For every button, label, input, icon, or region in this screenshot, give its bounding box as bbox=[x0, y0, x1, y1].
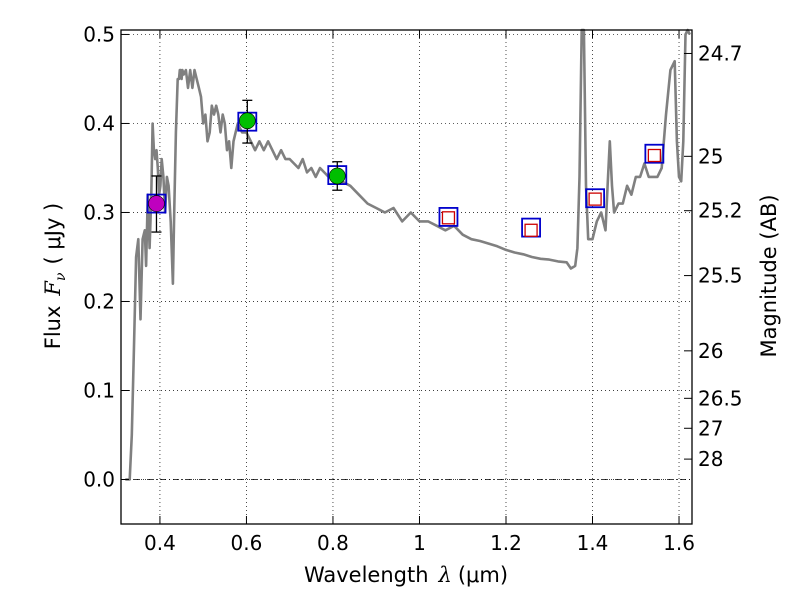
red-square-marker bbox=[588, 192, 602, 206]
x-tick-label: 1.4 bbox=[577, 531, 609, 555]
y-tick-label: 0.5 bbox=[83, 22, 115, 46]
red-square-marker bbox=[524, 223, 538, 237]
plot-frame bbox=[120, 29, 693, 525]
y-axis-label: FluxFν( μJy ) bbox=[41, 203, 69, 349]
y2-tick-label: 25 bbox=[698, 144, 723, 168]
red-square-marker bbox=[647, 148, 662, 163]
y2-tick-label: 26.5 bbox=[698, 386, 743, 410]
x-tick-label: 1.2 bbox=[490, 531, 522, 555]
x-tick-label: 1 bbox=[413, 531, 426, 555]
right-axis-label: Magnitude (AB) bbox=[757, 194, 781, 357]
model-spectrum-line bbox=[125, 28, 691, 481]
red-square-marker bbox=[441, 211, 456, 225]
observed-point bbox=[239, 112, 256, 130]
y2-tick-label: 28 bbox=[698, 447, 723, 471]
x-tick-label: 0.6 bbox=[231, 531, 263, 555]
photometry-box bbox=[585, 188, 606, 209]
y-tick-label: 0.1 bbox=[83, 378, 115, 402]
photometry-box bbox=[644, 143, 665, 164]
y2-tick-label: 26 bbox=[698, 339, 723, 363]
observed-point bbox=[148, 195, 165, 212]
x-tick-label: 1.6 bbox=[663, 531, 695, 555]
x-tick-label: 0.4 bbox=[144, 531, 176, 555]
observed-point bbox=[328, 167, 346, 185]
y2-tick-label: 25.5 bbox=[698, 264, 743, 288]
y-tick-label: 0.2 bbox=[83, 289, 115, 313]
photometry-box bbox=[438, 207, 459, 227]
axis-ticks: 0.4 0.6 0.8 1 1.2 1.4 1.6 0.0 0.1 0.2 0.3 0.4 0.5 24.… bbox=[83, 22, 742, 555]
photometry-marks bbox=[146, 99, 665, 238]
y2-tick-label: 27 bbox=[698, 416, 723, 440]
x-tick-label: 0.8 bbox=[317, 531, 349, 555]
y-tick-label: 0.4 bbox=[83, 111, 115, 135]
x-axis-label: Wavelength λ (μm) bbox=[304, 563, 508, 587]
y-tick-label: 0.0 bbox=[83, 467, 115, 491]
y2-tick-label: 24.7 bbox=[698, 41, 743, 65]
y2-tick-label: 25.2 bbox=[698, 199, 743, 223]
y-tick-label: 0.3 bbox=[83, 200, 115, 224]
